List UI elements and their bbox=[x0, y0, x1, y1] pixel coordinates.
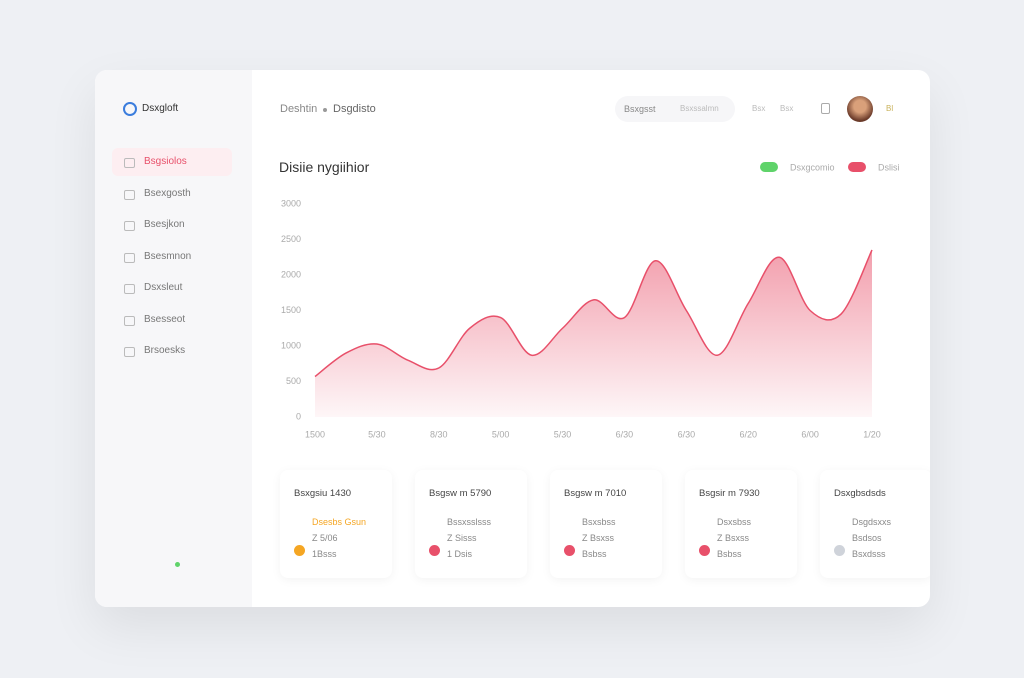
card-dot bbox=[429, 545, 440, 556]
brand: Dsxgloft bbox=[142, 103, 179, 114]
search[interactable] bbox=[615, 96, 735, 122]
legend-swatch bbox=[848, 162, 866, 172]
legend-label: Dslisi bbox=[878, 162, 900, 172]
y-tick-label: 1000 bbox=[281, 340, 301, 350]
card-item: 1 Dsis bbox=[447, 549, 473, 559]
x-tick-label: 6/30 bbox=[616, 429, 634, 439]
app-window: Dsxgloft Bsgsiolos Bsexgosth Bsesjkon Bsesm… bbox=[95, 70, 930, 607]
status-dot bbox=[175, 562, 180, 567]
card-title: Dsxgbsdsds bbox=[834, 488, 886, 499]
card-item: Z Sisss bbox=[447, 533, 477, 543]
y-tick-label: 2000 bbox=[281, 269, 301, 279]
card-item: Dsgdsxxs bbox=[852, 517, 892, 527]
card-dot bbox=[564, 545, 575, 556]
badge: Bl bbox=[886, 104, 894, 113]
card-item: Z Bsxss bbox=[582, 533, 615, 543]
avatar[interactable] bbox=[847, 96, 873, 122]
y-tick-label: 2500 bbox=[281, 234, 301, 244]
area bbox=[315, 250, 872, 417]
card-item: Bssxsslsss bbox=[447, 517, 492, 527]
card-item: Dsesbs Gsun bbox=[312, 517, 367, 527]
card-item: Z Bsxss bbox=[717, 533, 750, 543]
search-text: Bsxgsst bbox=[624, 104, 656, 114]
breadcrumb-current[interactable]: Dsgdisto bbox=[333, 103, 376, 115]
logo bbox=[123, 102, 137, 116]
nav-item[interactable]: Bsesseot bbox=[112, 306, 232, 334]
card-title: Bsgsir m 7930 bbox=[699, 488, 760, 499]
x-tick-label: 8/30 bbox=[430, 429, 448, 439]
nav-item[interactable]: Bsesmnon bbox=[112, 243, 232, 271]
header-link[interactable]: Bsx bbox=[780, 104, 794, 113]
x-tick-label: 5/30 bbox=[554, 429, 572, 439]
nav-item[interactable]: Brsoesks bbox=[112, 337, 232, 365]
y-tick-label: 0 bbox=[296, 411, 301, 421]
x-tick-label: 6/20 bbox=[739, 429, 757, 439]
card-item: Z 5/06 bbox=[312, 533, 338, 543]
line bbox=[314, 249, 873, 378]
card-dot bbox=[699, 545, 710, 556]
x-tick-label: 1500 bbox=[305, 429, 325, 439]
x-tick-label: 5/30 bbox=[368, 429, 386, 439]
card-item: Bsxsbss bbox=[582, 517, 616, 527]
card-dot bbox=[294, 545, 305, 556]
card-item: 1Bsss bbox=[312, 549, 337, 559]
stat-card: Bsgsw m 7010 Bsxsbss Z Bsxss Bsbss bbox=[550, 470, 662, 578]
y-tick-label: 500 bbox=[286, 376, 301, 386]
card-title: Bsxgsiu 1430 bbox=[294, 488, 352, 499]
card-title: Bsgsw m 7010 bbox=[564, 488, 627, 499]
card-item: Bsbss bbox=[582, 549, 607, 559]
card-title: Bsgsw m 5790 bbox=[429, 488, 492, 499]
legend-swatch bbox=[760, 162, 778, 172]
header-link[interactable]: Bsx bbox=[752, 104, 766, 113]
stat-card: Bsgsir m 7930 Dsxsbss Z Bsxss Bsbss bbox=[685, 470, 797, 578]
breadcrumb-sep bbox=[323, 108, 327, 112]
notification-icon[interactable] bbox=[821, 103, 830, 114]
card-item: Bsdsos bbox=[852, 533, 882, 543]
card-item: Bsxdsss bbox=[852, 549, 886, 559]
y-tick-label: 3000 bbox=[281, 198, 301, 208]
breadcrumb-home[interactable]: Deshtin bbox=[280, 103, 318, 115]
nav-item[interactable]: Bsgsiolos bbox=[112, 148, 232, 176]
stat-card: Bsgsw m 5790 Bssxsslsss Z Sisss 1 Dsis bbox=[415, 470, 527, 578]
header-link[interactable]: Bsxssalmn bbox=[680, 104, 719, 113]
legend-label: Dsxgcomio bbox=[790, 162, 835, 172]
stat-card: Bsxgsiu 1430 Dsesbs Gsun Z 5/06 1Bsss bbox=[280, 470, 392, 578]
stat-card: Dsxgbsdsds Dsgdsxxs Bsdsos Bsxdsss bbox=[820, 470, 930, 578]
x-tick-label: 1/20 bbox=[863, 429, 881, 439]
x-tick-label: 5/00 bbox=[492, 429, 510, 439]
chart-title: Disiie nygiihior bbox=[279, 159, 370, 175]
x-tick-label: 6/00 bbox=[801, 429, 819, 439]
sidebar: Dsxgloft Bsgsiolos Bsexgosth Bsesjkon Bsesm… bbox=[95, 70, 252, 607]
nav-item[interactable]: Bsesjkon bbox=[112, 211, 232, 239]
x-tick-label: 6/30 bbox=[678, 429, 696, 439]
y-tick-label: 1500 bbox=[281, 305, 301, 315]
nav-item[interactable]: Dsxsleut bbox=[112, 274, 232, 302]
card-dot bbox=[834, 545, 845, 556]
card-item: Bsbss bbox=[717, 549, 742, 559]
nav-item[interactable]: Bsexgosth bbox=[112, 180, 232, 208]
card-item: Dsxsbss bbox=[717, 517, 752, 527]
chart: 0 500 1000 1500 2000 2500 3000 1500 5/30 8/30 5/00… bbox=[281, 162, 900, 439]
